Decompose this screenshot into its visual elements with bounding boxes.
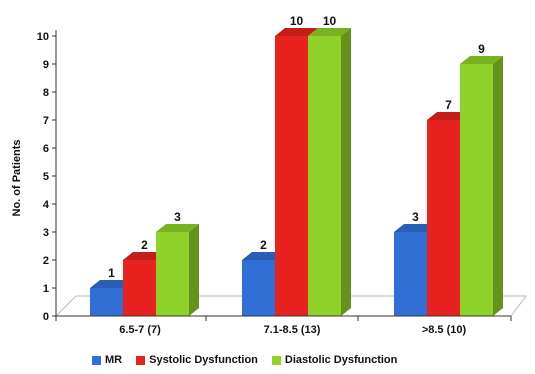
bar-top (123, 252, 166, 260)
data-label: 9 (478, 42, 485, 56)
x-category-label: >8.5 (10) (422, 324, 467, 336)
y-axis-label: No. of Patients (11, 139, 23, 216)
y-tick-label: 4 (43, 199, 50, 211)
bar-front (156, 232, 189, 316)
bars-group: 1 2 3 2 10 10 3 7 9 (90, 14, 503, 316)
bar-top (460, 56, 503, 64)
bar-top (394, 224, 437, 232)
data-label: 2 (141, 238, 148, 252)
x-axis: 6.5-7 (7) 7.1-8.5 (13) >8.5 (10) (55, 315, 512, 336)
data-label: 2 (260, 238, 267, 252)
data-label: 3 (174, 210, 181, 224)
bar-top (156, 224, 199, 232)
y-tick-label: 10 (37, 31, 49, 43)
legend: MR Systolic Dysfunction Diastolic Dysfunct… (92, 354, 397, 366)
legend-label: Diastolic Dysfunction (284, 354, 398, 366)
y-tick-label: 7 (43, 115, 49, 127)
y-tick-label: 0 (43, 311, 49, 323)
y-tick-label: 1 (43, 283, 49, 295)
bar-top (308, 28, 351, 36)
bar-front (460, 64, 493, 316)
y-tick-label: 2 (43, 255, 49, 267)
legend-item: Systolic Dysfunction (136, 354, 258, 366)
y-tick-label: 3 (43, 227, 49, 239)
legend-swatch (136, 355, 146, 365)
bar: 9 (460, 42, 503, 316)
data-label: 1 (108, 266, 115, 280)
bar: 10 (308, 14, 351, 316)
bar-top (427, 112, 470, 120)
legend-item: MR (92, 354, 122, 366)
bar-top (275, 28, 318, 36)
legend-label: Systolic Dysfunction (149, 354, 258, 366)
bar-side (493, 56, 503, 316)
data-label: 7 (445, 98, 452, 112)
x-category-label: 6.5-7 (7) (119, 324, 161, 336)
bar-front (242, 260, 275, 316)
bar: 3 (156, 210, 199, 316)
legend-item: Diastolic Dysfunction (271, 354, 398, 366)
bar-side (341, 28, 351, 316)
data-label: 10 (290, 14, 304, 28)
bar-front (123, 260, 156, 316)
legend-label: MR (105, 354, 123, 366)
bar-front (90, 288, 123, 316)
y-tick-label: 8 (43, 87, 49, 99)
y-axis: 0 1 2 3 4 5 6 7 8 9 10 (37, 30, 57, 323)
legend-swatch (92, 355, 101, 365)
bar-top (242, 252, 285, 260)
y-tick-label: 6 (43, 143, 49, 155)
bar-front (275, 36, 308, 316)
data-label: 10 (323, 14, 337, 28)
bar-top (90, 280, 133, 288)
y-tick-label: 5 (43, 171, 49, 183)
data-label: 3 (412, 210, 419, 224)
bar-front (308, 36, 341, 316)
bar-side (189, 224, 199, 316)
bar-front (427, 120, 460, 316)
legend-swatch (271, 355, 281, 365)
y-tick-label: 9 (43, 59, 49, 71)
x-category-label: 7.1-8.5 (13) (264, 324, 321, 336)
bar-front (394, 232, 427, 316)
